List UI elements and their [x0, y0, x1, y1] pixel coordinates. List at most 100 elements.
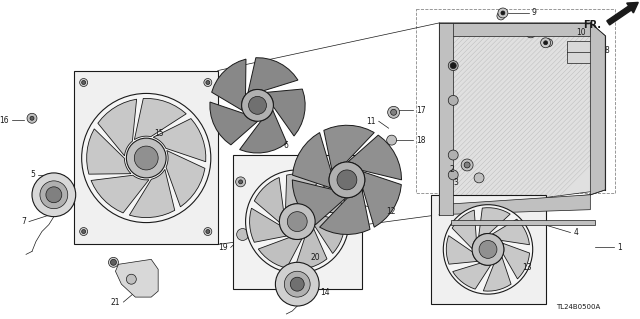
Circle shape [82, 93, 211, 223]
Circle shape [501, 11, 505, 15]
Text: 9: 9 [532, 9, 536, 18]
Circle shape [126, 274, 136, 284]
Polygon shape [86, 129, 131, 174]
Polygon shape [292, 180, 346, 225]
Circle shape [246, 170, 349, 273]
Bar [568, 41, 595, 63]
Circle shape [79, 78, 88, 86]
Bar [233, 155, 362, 289]
Polygon shape [348, 135, 401, 180]
Polygon shape [439, 23, 605, 210]
Polygon shape [98, 99, 136, 156]
Polygon shape [439, 23, 590, 36]
Text: 1: 1 [617, 243, 622, 252]
Circle shape [109, 257, 118, 267]
Circle shape [126, 138, 166, 178]
Polygon shape [479, 208, 510, 236]
Circle shape [239, 180, 243, 184]
Polygon shape [502, 243, 529, 279]
Circle shape [82, 80, 86, 85]
Text: 4: 4 [573, 228, 579, 237]
Circle shape [524, 24, 534, 34]
Polygon shape [248, 58, 298, 93]
Polygon shape [91, 175, 149, 213]
Text: 16: 16 [0, 116, 9, 125]
Bar [451, 219, 595, 225]
Polygon shape [452, 210, 476, 249]
Polygon shape [239, 110, 287, 153]
Text: 20: 20 [310, 253, 320, 262]
Polygon shape [285, 174, 321, 208]
Circle shape [30, 116, 34, 120]
Circle shape [275, 262, 319, 306]
Text: TL24B0500A: TL24B0500A [556, 304, 600, 310]
Circle shape [163, 157, 173, 167]
Polygon shape [115, 259, 158, 297]
Text: 19: 19 [218, 243, 228, 252]
Circle shape [236, 177, 246, 187]
Polygon shape [324, 125, 374, 170]
Circle shape [287, 212, 307, 232]
Circle shape [291, 277, 304, 291]
Circle shape [111, 259, 116, 265]
Text: 17: 17 [417, 106, 426, 115]
Circle shape [159, 138, 163, 142]
Circle shape [32, 173, 76, 217]
Circle shape [498, 8, 508, 18]
Circle shape [388, 106, 399, 118]
Polygon shape [292, 133, 331, 188]
Text: 8: 8 [604, 46, 609, 55]
Text: 3: 3 [453, 178, 458, 187]
Circle shape [329, 162, 365, 198]
Text: 21: 21 [111, 298, 120, 307]
Polygon shape [452, 263, 491, 289]
Circle shape [280, 204, 315, 240]
Circle shape [204, 78, 212, 86]
Polygon shape [313, 213, 345, 254]
Polygon shape [446, 236, 477, 264]
Polygon shape [250, 208, 287, 242]
Text: 11: 11 [366, 117, 376, 126]
Text: 10: 10 [577, 28, 586, 37]
Bar [417, 9, 615, 193]
Circle shape [472, 234, 504, 265]
Circle shape [474, 173, 484, 183]
Polygon shape [267, 89, 305, 136]
Polygon shape [590, 23, 605, 195]
Circle shape [46, 187, 62, 203]
Circle shape [387, 135, 397, 145]
FancyArrow shape [607, 3, 638, 25]
Circle shape [206, 80, 210, 85]
Polygon shape [439, 195, 590, 215]
Text: 14: 14 [320, 288, 330, 297]
Text: 12: 12 [387, 207, 396, 216]
Circle shape [206, 230, 210, 234]
Circle shape [134, 146, 158, 170]
Polygon shape [212, 59, 246, 110]
Circle shape [448, 170, 458, 180]
Polygon shape [439, 23, 453, 215]
Circle shape [528, 30, 534, 36]
Circle shape [525, 28, 536, 38]
Text: FR.: FR. [583, 20, 601, 30]
Polygon shape [166, 151, 205, 207]
Circle shape [545, 39, 552, 47]
Circle shape [82, 230, 86, 234]
Circle shape [79, 227, 88, 235]
Bar [74, 70, 218, 244]
Circle shape [497, 12, 505, 20]
Circle shape [464, 162, 470, 168]
Circle shape [543, 41, 548, 45]
Circle shape [448, 95, 458, 105]
Polygon shape [259, 238, 302, 268]
Circle shape [166, 160, 170, 164]
Circle shape [390, 109, 397, 115]
Circle shape [27, 113, 37, 123]
Circle shape [284, 271, 310, 297]
Circle shape [337, 170, 357, 190]
Polygon shape [319, 189, 370, 234]
Text: 15: 15 [154, 129, 164, 138]
Polygon shape [134, 99, 186, 140]
Polygon shape [254, 177, 284, 222]
Circle shape [242, 89, 273, 121]
